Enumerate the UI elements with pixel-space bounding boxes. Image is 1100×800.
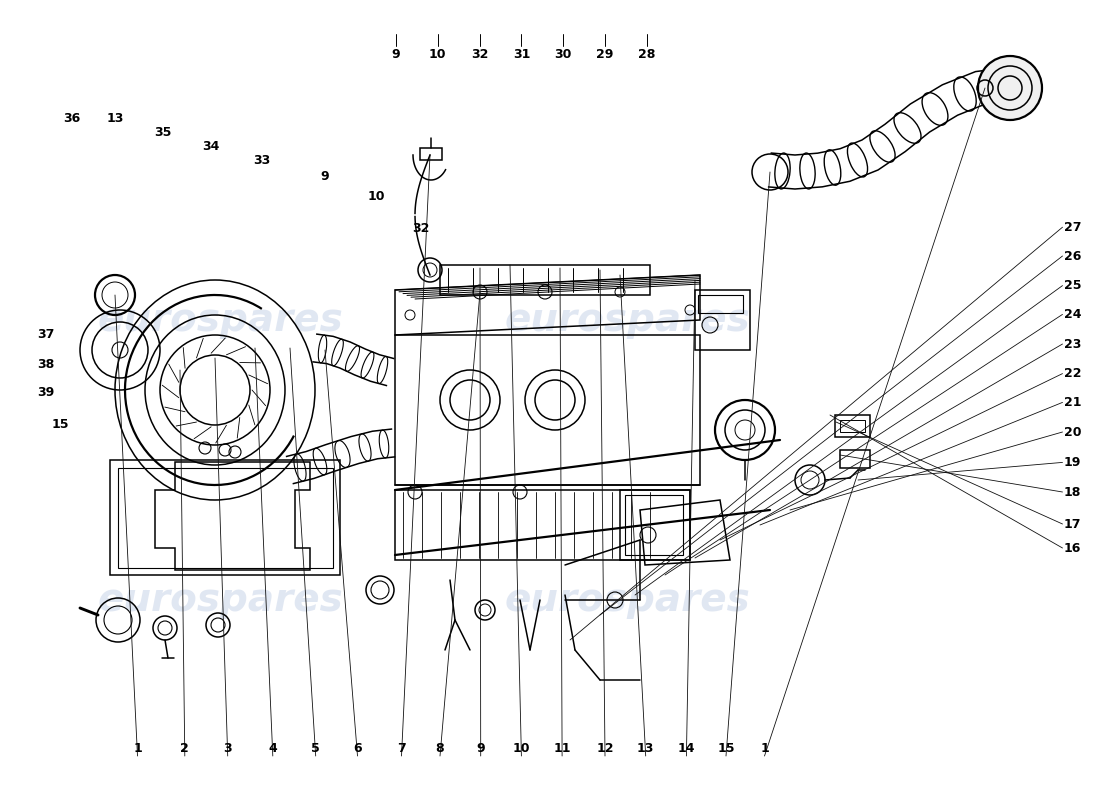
Text: 37: 37 <box>37 328 55 341</box>
Text: 10: 10 <box>367 190 385 202</box>
Text: 39: 39 <box>37 386 55 398</box>
Text: 13: 13 <box>107 112 124 125</box>
Text: 9: 9 <box>392 48 400 61</box>
Text: 12: 12 <box>596 742 614 754</box>
Bar <box>395 335 700 485</box>
Bar <box>110 460 340 575</box>
Text: 8: 8 <box>436 742 444 754</box>
Text: 7: 7 <box>397 742 406 754</box>
Text: 27: 27 <box>1064 221 1081 234</box>
Text: 26: 26 <box>1064 250 1081 262</box>
Text: 21: 21 <box>1064 396 1081 409</box>
Text: 31: 31 <box>513 48 530 61</box>
Text: 19: 19 <box>1064 456 1081 469</box>
Text: 32: 32 <box>412 222 430 234</box>
Text: 11: 11 <box>553 742 571 754</box>
Text: 35: 35 <box>154 126 172 138</box>
Text: 5: 5 <box>311 742 320 754</box>
Bar <box>698 295 742 313</box>
Text: 6: 6 <box>353 742 362 754</box>
Bar <box>625 495 683 555</box>
Bar <box>395 490 690 560</box>
Bar <box>695 290 750 350</box>
Text: 38: 38 <box>37 358 55 370</box>
Bar <box>840 450 870 468</box>
Text: eurospares: eurospares <box>97 581 343 619</box>
Text: 13: 13 <box>637 742 654 754</box>
Text: 3: 3 <box>223 742 232 754</box>
Bar <box>835 415 870 437</box>
Text: 29: 29 <box>596 48 614 61</box>
Text: 4: 4 <box>268 742 277 754</box>
Text: 10: 10 <box>513 742 530 754</box>
Text: eurospares: eurospares <box>97 301 343 339</box>
Text: eurospares: eurospares <box>504 581 750 619</box>
Text: 1: 1 <box>760 742 769 754</box>
Text: eurospares: eurospares <box>504 301 750 339</box>
Bar <box>840 420 865 432</box>
Text: 9: 9 <box>320 170 329 182</box>
Text: 23: 23 <box>1064 338 1081 350</box>
Text: 16: 16 <box>1064 542 1081 554</box>
Bar <box>440 265 650 295</box>
Text: 32: 32 <box>471 48 488 61</box>
Bar <box>420 148 442 160</box>
Bar <box>118 468 333 568</box>
Text: 34: 34 <box>202 140 220 153</box>
Text: 15: 15 <box>52 418 69 430</box>
Text: 33: 33 <box>253 154 271 166</box>
Text: 10: 10 <box>429 48 447 61</box>
Text: 36: 36 <box>63 112 80 125</box>
Text: 1: 1 <box>133 742 142 754</box>
Circle shape <box>978 56 1042 120</box>
Text: 25: 25 <box>1064 279 1081 292</box>
Text: 14: 14 <box>678 742 695 754</box>
Text: 15: 15 <box>717 742 735 754</box>
Text: 22: 22 <box>1064 367 1081 380</box>
Text: 17: 17 <box>1064 518 1081 530</box>
Text: 20: 20 <box>1064 426 1081 438</box>
Text: 2: 2 <box>180 742 189 754</box>
Text: 9: 9 <box>476 742 485 754</box>
Text: 24: 24 <box>1064 308 1081 321</box>
Text: 18: 18 <box>1064 486 1081 498</box>
Text: 30: 30 <box>554 48 572 61</box>
Text: 28: 28 <box>638 48 656 61</box>
